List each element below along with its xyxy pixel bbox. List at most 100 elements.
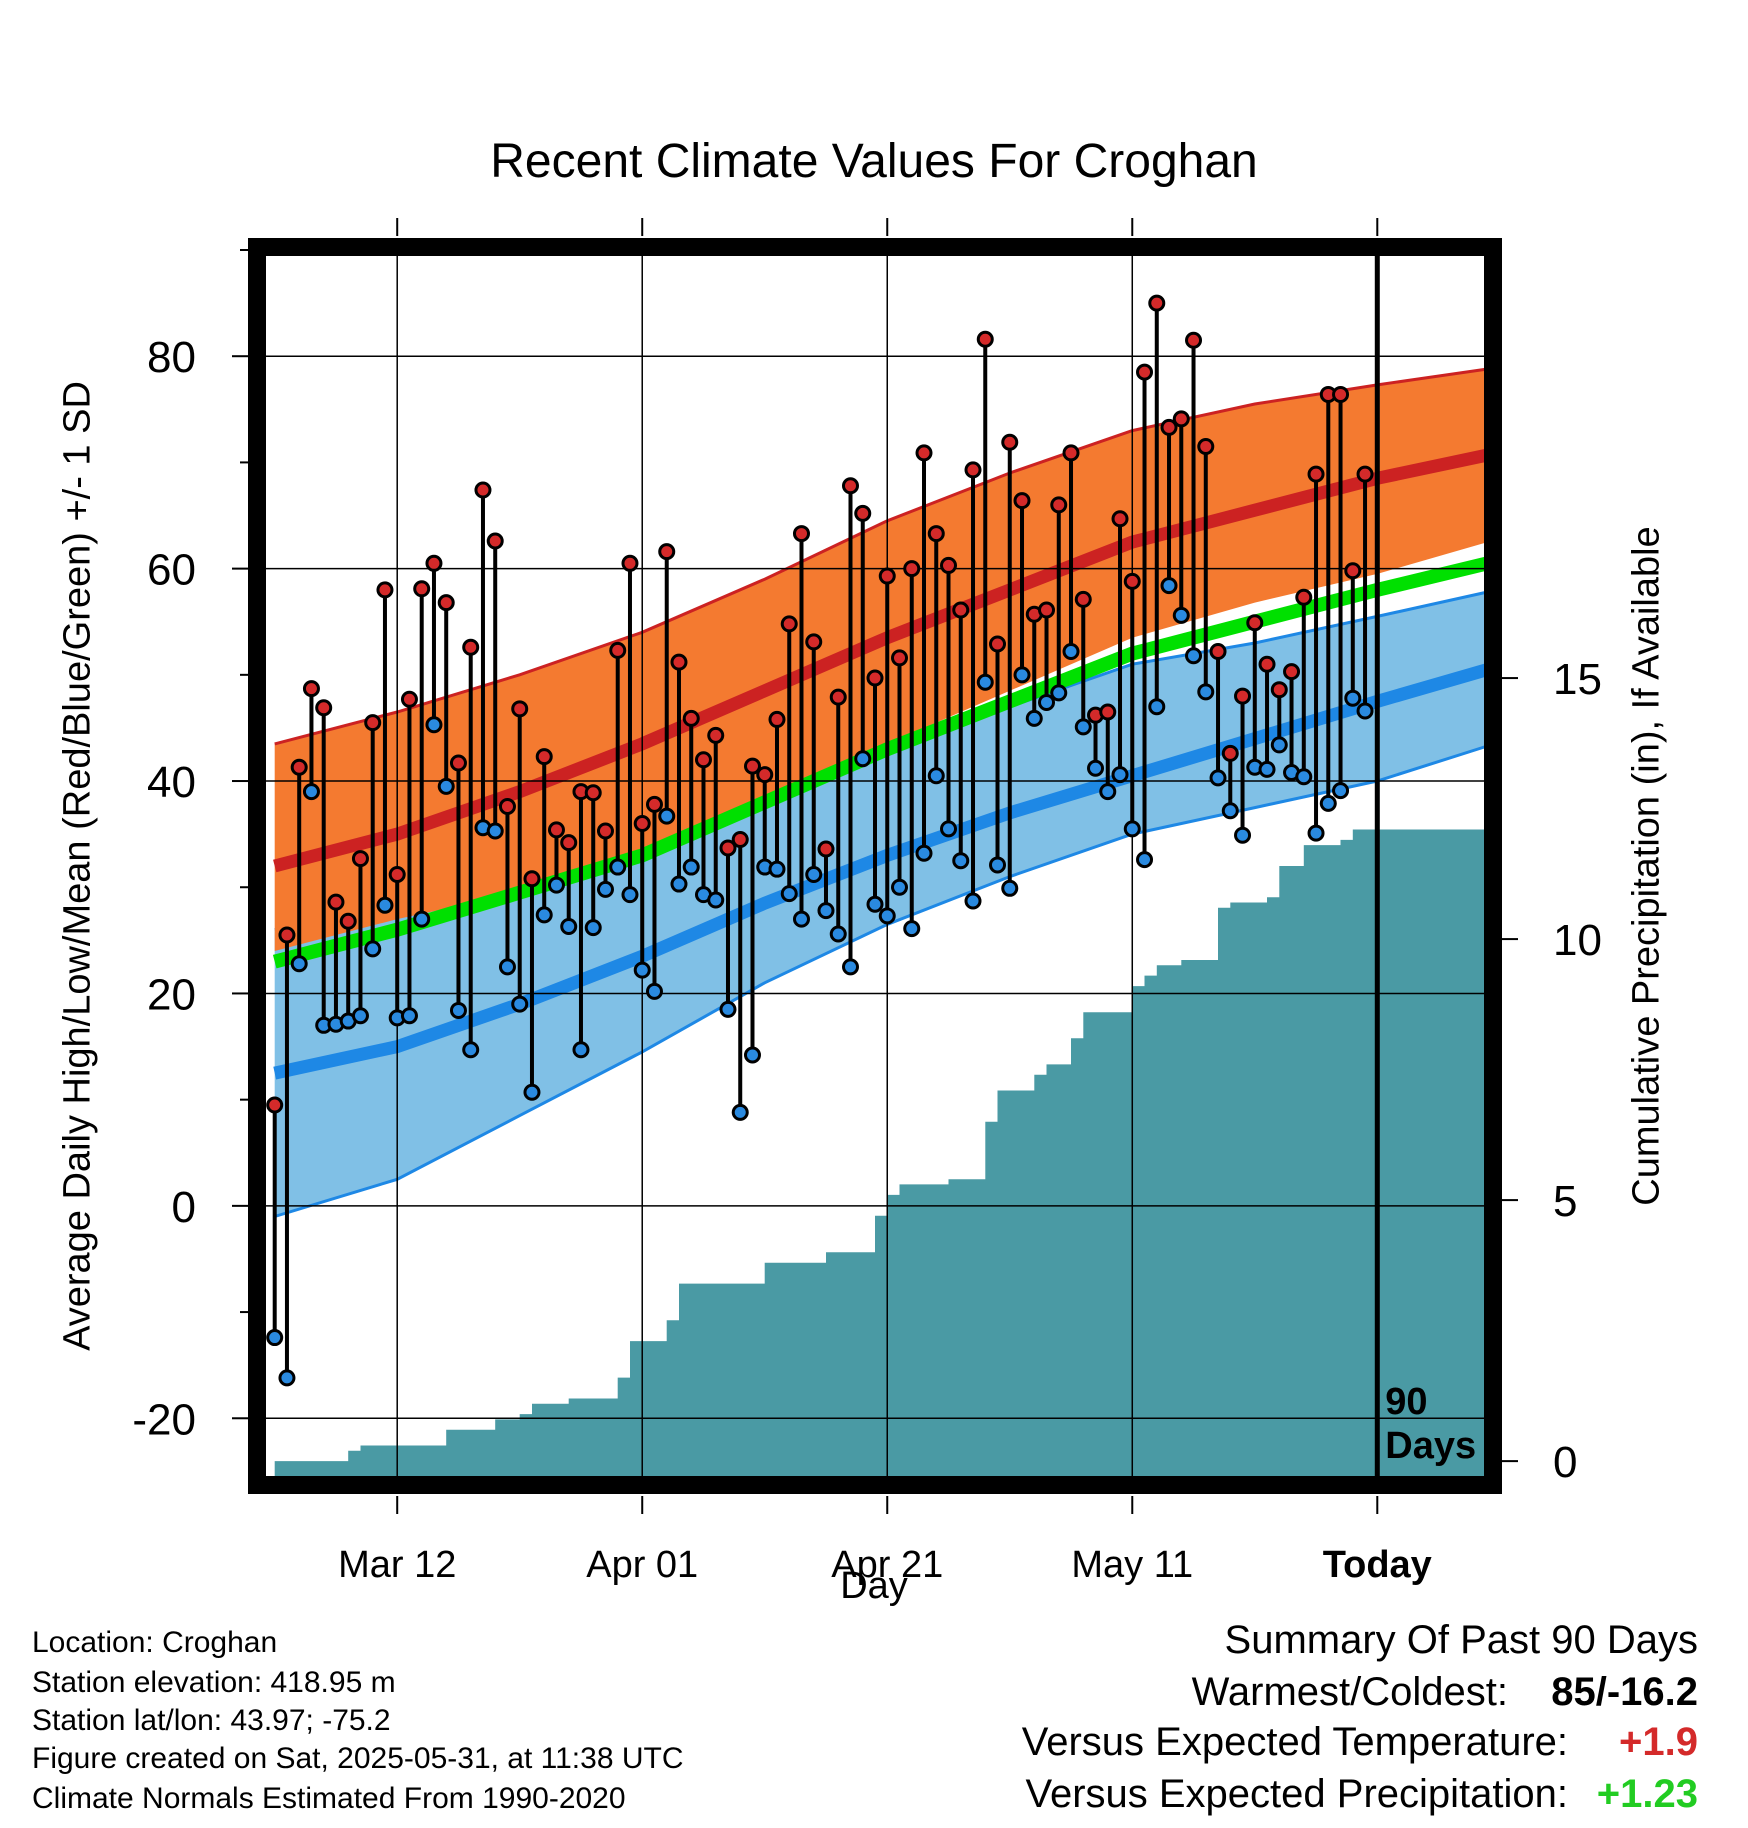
low-point [682, 858, 700, 876]
high-point [792, 525, 810, 543]
high-point [621, 554, 639, 572]
y-left-tick-label: -20 [132, 1395, 196, 1444]
low-point [1074, 718, 1092, 736]
low-point [1185, 647, 1203, 665]
high-point [1356, 465, 1374, 483]
low-point [805, 865, 823, 883]
low-point [1234, 826, 1252, 844]
x-tick-label: May 11 [1071, 1544, 1193, 1586]
high-point [1344, 562, 1362, 580]
precipitation-area [274, 829, 1488, 1482]
high-point [719, 839, 737, 857]
low-point [866, 895, 884, 913]
low-point [413, 910, 431, 928]
high-point [596, 822, 614, 840]
low-point [609, 858, 627, 876]
low-point [878, 907, 896, 925]
high-point [1038, 601, 1056, 619]
high-point [511, 700, 529, 718]
high-point [609, 641, 627, 659]
low-point [364, 940, 382, 958]
low-point [952, 852, 970, 870]
y-axis-label-left: Average Daily High/Low/Mean (Red/Blue/Gr… [56, 381, 99, 1351]
low-point [891, 878, 909, 896]
low-point [290, 955, 308, 973]
high-point [1013, 492, 1031, 510]
high-point [1123, 572, 1141, 590]
low-point [449, 1001, 467, 1019]
high-point [1001, 433, 1019, 451]
created-text: Figure created on Sat, 2025-05-31, at 11… [32, 1742, 684, 1775]
high-point [1111, 510, 1129, 528]
warmest-coldest-value: 85/-16.2 [1551, 1670, 1698, 1714]
y-left-tick-label: 0 [172, 1183, 196, 1232]
low-point [1344, 689, 1362, 707]
low-point [1001, 879, 1019, 897]
low-point [462, 1041, 480, 1059]
high-point [1172, 410, 1190, 428]
low-point [486, 822, 504, 840]
high-point [878, 567, 896, 585]
high-point [327, 893, 345, 911]
low-point [1356, 702, 1374, 720]
low-point [915, 844, 933, 862]
low-point [351, 1007, 369, 1025]
low-point [1087, 759, 1105, 777]
normals-text: Climate Normals Estimated From 1990-2020 [32, 1782, 626, 1815]
high-point [805, 633, 823, 651]
low-point [621, 886, 639, 904]
high-point [437, 594, 455, 612]
low-point [976, 673, 994, 691]
high-point [1062, 444, 1080, 462]
low-point [596, 880, 614, 898]
low-point [535, 906, 553, 924]
low-point [1025, 709, 1043, 727]
high-point [400, 690, 418, 708]
high-point [707, 726, 725, 744]
low-point [1270, 736, 1288, 754]
high-point [1160, 418, 1178, 436]
y-axis-label-right: Cumulative Precipitation (in), If Availa… [1625, 526, 1668, 1206]
high-point [266, 1096, 284, 1114]
high-point [584, 784, 602, 802]
high-point [891, 649, 909, 667]
today-label-line: 90 [1385, 1381, 1427, 1423]
high-point [1270, 681, 1288, 699]
high-point [854, 504, 872, 522]
high-point [1307, 465, 1325, 483]
low-point [1111, 766, 1129, 784]
low-point [854, 750, 872, 768]
chart-title: Recent Climate Values For Croghan [490, 135, 1258, 188]
high-point [645, 795, 663, 813]
high-point [1283, 663, 1301, 681]
high-point [1209, 642, 1227, 660]
low-point [1160, 577, 1178, 595]
y-right-tick-label: 5 [1553, 1177, 1577, 1226]
temp-vs-expected-label: Versus Expected Temperature: [1021, 1720, 1568, 1764]
x-tick-label: Apr 21 [831, 1544, 943, 1586]
low-point [645, 982, 663, 1000]
x-tick-label: Today [1323, 1544, 1432, 1586]
low-point [658, 807, 676, 825]
high-point [351, 850, 369, 868]
high-point [364, 714, 382, 732]
high-point [1258, 655, 1276, 673]
high-point [952, 601, 970, 619]
y-left-tick-label: 80 [147, 333, 196, 382]
precip-vs-expected-label: Versus Expected Precipitation: [1025, 1772, 1568, 1816]
low-point [780, 885, 798, 903]
low-point [707, 891, 725, 909]
elevation-text: Station elevation: 418.95 m [32, 1666, 396, 1699]
high-point [1185, 331, 1203, 349]
low-point [376, 896, 394, 914]
warmest-coldest-label: Warmest/Coldest: [1191, 1670, 1508, 1714]
low-point [964, 892, 982, 910]
low-point [1136, 851, 1154, 869]
low-point [1099, 783, 1117, 801]
high-point [1234, 687, 1252, 705]
today-label-line: Days [1385, 1425, 1476, 1467]
x-tick-label: Mar 12 [338, 1544, 456, 1586]
y-left-tick-label: 20 [147, 970, 196, 1019]
high-point [866, 669, 884, 687]
